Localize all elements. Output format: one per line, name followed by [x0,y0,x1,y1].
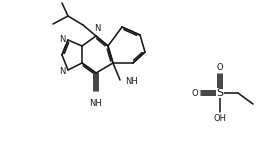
Text: NH: NH [90,99,102,108]
Text: NH: NH [125,77,138,87]
Text: N: N [94,24,100,33]
Text: N: N [60,34,66,43]
Text: O: O [191,89,198,97]
Text: N: N [60,67,66,75]
Text: OH: OH [213,114,227,123]
Text: O: O [217,63,223,72]
Text: S: S [216,88,224,98]
